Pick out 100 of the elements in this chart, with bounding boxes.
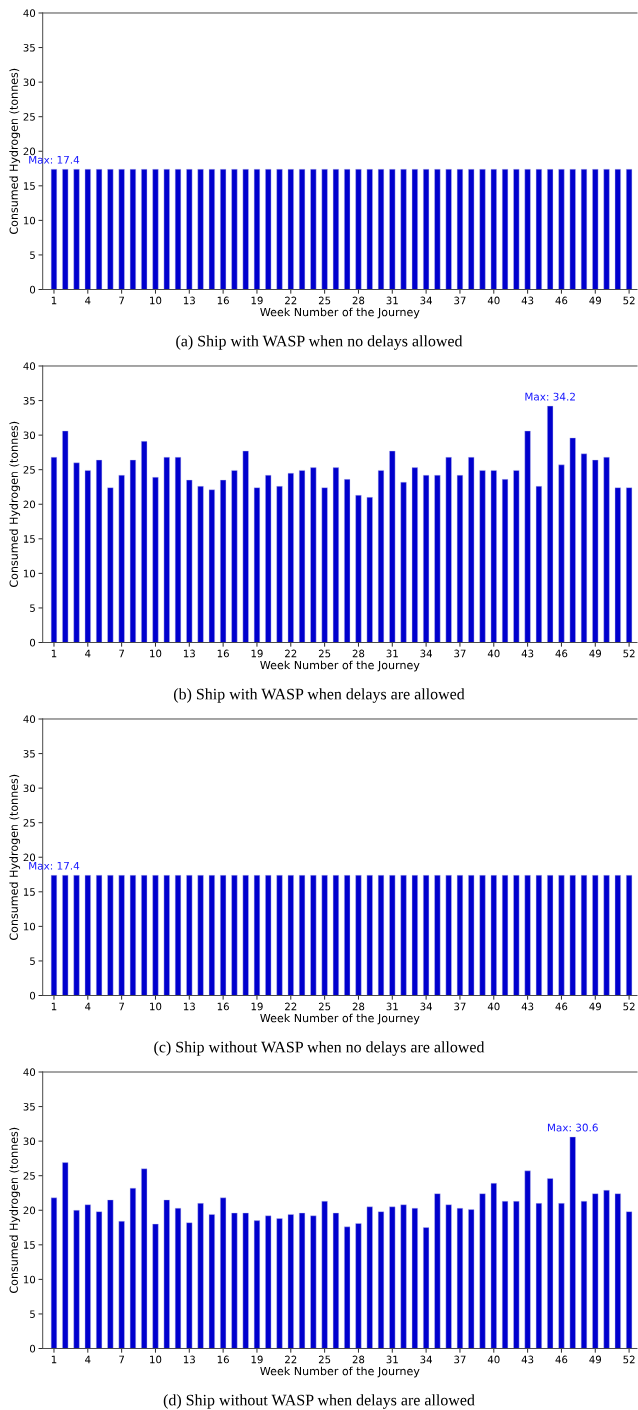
bar <box>502 479 509 643</box>
bar <box>163 1199 170 1349</box>
y-tick-label: 25 <box>23 819 35 827</box>
bar <box>321 1201 328 1349</box>
x-tick-label: 7 <box>119 1002 124 1011</box>
y-tick-label: 30 <box>23 784 36 793</box>
y-axis-title: Consumed Hydrogen (tonnes) <box>9 1127 21 1294</box>
bar <box>265 475 272 643</box>
bar <box>299 1212 306 1349</box>
x-tick-label: 34 <box>420 1355 432 1364</box>
x-tick-label: 22 <box>285 1002 297 1011</box>
bar <box>569 437 576 643</box>
y-tick-label: 20 <box>23 853 36 862</box>
bar <box>434 1193 441 1349</box>
x-tick-label: 25 <box>318 1002 331 1011</box>
y-tick-label: 15 <box>23 535 35 543</box>
x-tick-label: 52 <box>623 649 635 658</box>
bar <box>231 1212 238 1349</box>
bar <box>175 1207 182 1349</box>
bar <box>535 486 542 643</box>
bar <box>626 487 633 643</box>
bar <box>175 457 182 643</box>
x-tick-label: 25 <box>318 1355 331 1364</box>
y-tick-label: 5 <box>30 251 35 259</box>
y-axis-title: Consumed Hydrogen (tonnes) <box>9 68 21 235</box>
y-tick-label: 25 <box>23 113 35 121</box>
x-tick-label: 4 <box>85 1355 91 1364</box>
bar <box>141 1168 148 1349</box>
y-tick-label: 25 <box>23 1172 35 1180</box>
bar <box>456 475 463 643</box>
x-tick-label: 25 <box>318 649 331 658</box>
y-tick-label: 35 <box>23 749 35 758</box>
text: (a) Ship with WASP when no delays allowed <box>176 335 463 350</box>
y-tick-label: 20 <box>23 1206 36 1215</box>
x-tick-label: 49 <box>589 1002 602 1011</box>
x-tick-label: 4 <box>85 649 91 658</box>
x-tick-label: 13 <box>183 649 195 658</box>
y-tick-label: 10 <box>23 922 36 931</box>
text: (c) Ship without WASP when no delays are allowed <box>154 1041 485 1056</box>
y-tick-label: 0 <box>29 285 36 294</box>
y-tick-label: 20 <box>23 500 36 509</box>
bar <box>524 1170 531 1349</box>
x-tick-label: 31 <box>386 1355 398 1364</box>
x-tick-label: 16 <box>217 1002 229 1011</box>
bar <box>535 1203 542 1349</box>
bar <box>411 467 418 643</box>
bar <box>479 470 486 643</box>
x-tick-label: 1 <box>51 1002 57 1011</box>
bar <box>50 457 58 643</box>
bar <box>152 1223 159 1349</box>
bar <box>253 487 260 643</box>
bar <box>197 486 204 643</box>
x-tick-label: 7 <box>119 649 124 658</box>
bar <box>118 1221 125 1349</box>
bar <box>186 1222 193 1349</box>
x-tick-label: 43 <box>521 1002 534 1011</box>
y-tick-label: 10 <box>23 1275 36 1284</box>
bar <box>445 1204 452 1349</box>
x-tick-label: 22 <box>285 296 297 305</box>
bar <box>547 405 554 643</box>
bar <box>344 1226 351 1349</box>
x-tick-label: 19 <box>251 296 263 305</box>
x-tick-label: 10 <box>150 1355 162 1364</box>
x-tick-label: 37 <box>454 649 466 658</box>
bar <box>377 1211 385 1349</box>
bar <box>299 470 306 643</box>
bar <box>592 459 599 643</box>
bar <box>456 1207 463 1349</box>
bar <box>513 1201 520 1349</box>
x-tick-label: 46 <box>555 1355 568 1364</box>
bar <box>580 1201 588 1349</box>
x-tick-label: 10 <box>150 1002 162 1011</box>
bar <box>614 487 621 643</box>
bar <box>152 477 159 643</box>
bar <box>603 1189 610 1349</box>
x-tick-label: 52 <box>623 1355 635 1364</box>
bar <box>332 1212 339 1349</box>
bar <box>73 462 80 643</box>
bar <box>220 479 227 643</box>
bar <box>558 464 565 643</box>
bar <box>603 457 610 643</box>
y-tick-label: 30 <box>23 431 36 440</box>
y-tick-label: 5 <box>30 1310 35 1318</box>
y-tick-label: 10 <box>23 569 36 578</box>
x-tick-label: 31 <box>386 296 398 305</box>
bar <box>490 1183 497 1349</box>
x-tick-label: 28 <box>352 1355 365 1364</box>
annotation: Max: 34.2 <box>525 392 575 401</box>
bar <box>287 472 294 643</box>
y-tick-label: 35 <box>23 1102 35 1111</box>
x-tick-label: 43 <box>521 1355 534 1364</box>
bar <box>547 1178 554 1349</box>
bar <box>107 1199 114 1349</box>
x-tick-label: 19 <box>251 1355 263 1364</box>
bar <box>242 1212 249 1349</box>
x-tick-label: 1 <box>51 649 57 658</box>
x-tick-label: 1 <box>51 296 57 305</box>
bar <box>84 470 91 643</box>
x-tick-label: 40 <box>487 296 500 305</box>
bar <box>84 1204 91 1349</box>
